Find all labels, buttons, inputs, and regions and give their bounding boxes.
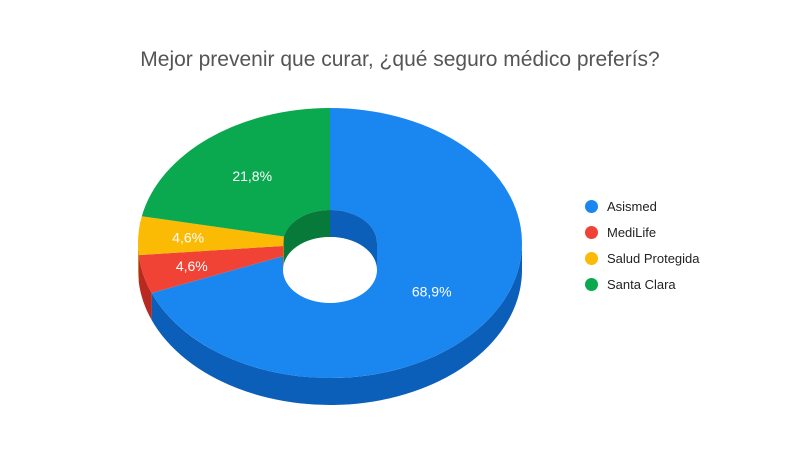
pie-hole-wall-santa-clara [283, 210, 330, 264]
legend-swatch-salud-protegida [585, 251, 598, 265]
pie-hole-wall-asismed [330, 210, 377, 270]
legend-item-medilife[interactable]: MediLife [585, 219, 700, 245]
pie-slice-santa-clara[interactable] [141, 108, 330, 237]
legend-swatch-santa-clara [585, 277, 598, 291]
legend-swatch-medilife [585, 225, 598, 239]
pie-side-medilife [138, 255, 152, 320]
pie-side-salud-protegida [138, 243, 139, 283]
pie-hole [283, 237, 377, 303]
data-label-santa-clara: 21,8% [232, 168, 272, 184]
legend-label-santa-clara: Santa Clara [607, 276, 676, 292]
chart-title: Mejor prevenir que curar, ¿qué seguro mé… [140, 48, 660, 71]
pie-slice-medilife[interactable] [138, 245, 287, 293]
pie-slice-salud-protegida[interactable] [138, 216, 284, 256]
legend-label-salud-protegida: Salud Protegida [607, 250, 700, 266]
data-label-salud-protegida: 4,6% [172, 230, 204, 246]
legend-item-asismed[interactable]: Asismed [585, 193, 700, 219]
pie-hole-wall-salud-protegida [283, 236, 284, 270]
legend-label-medilife: MediLife [607, 224, 657, 240]
pie-side-asismed [151, 243, 522, 405]
legend-swatch-asismed [585, 199, 598, 213]
legend-label-asismed: Asismed [607, 198, 657, 214]
legend: Asismed MediLife Salud Protegida Santa C… [585, 193, 700, 297]
legend-item-santa-clara[interactable]: Santa Clara [585, 271, 700, 297]
data-label-asismed: 68,9% [412, 283, 452, 299]
legend-item-salud-protegida[interactable]: Salud Protegida [585, 245, 700, 271]
pie-slice-asismed[interactable] [151, 108, 522, 378]
data-label-medilife: 4,6% [176, 258, 208, 274]
